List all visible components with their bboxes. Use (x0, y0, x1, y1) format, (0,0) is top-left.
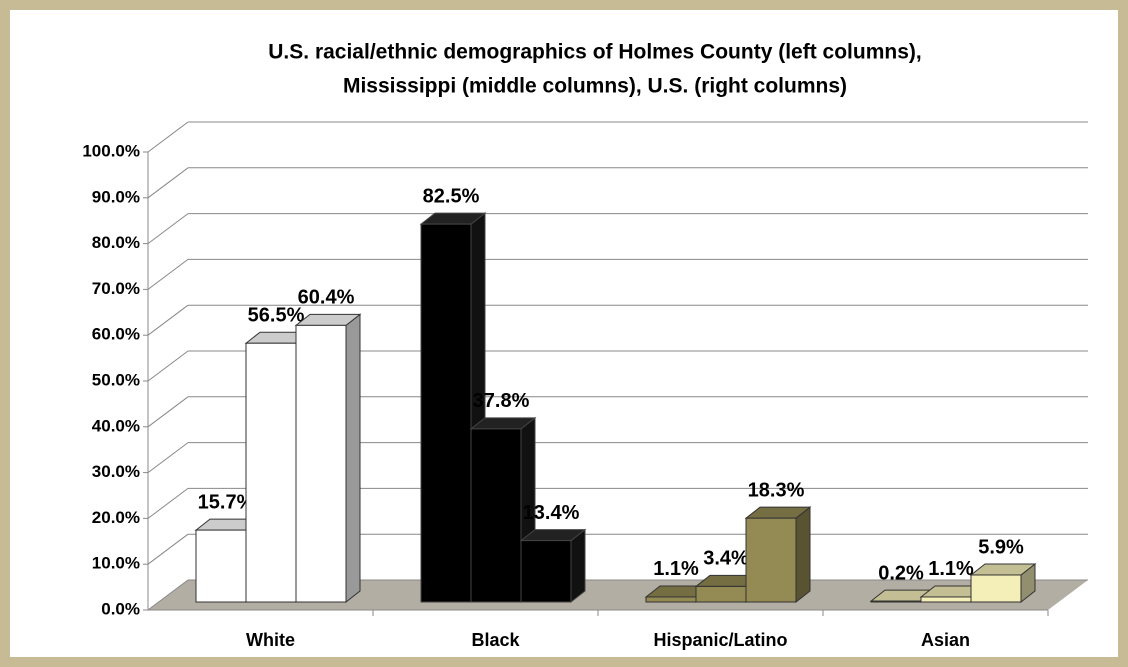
y-tick-label: 100.0% (82, 141, 140, 160)
y-tick-label: 60.0% (92, 325, 140, 344)
chart-title: U.S. racial/ethnic demographics of Holme… (268, 41, 921, 64)
y-tick-label: 10.0% (92, 554, 140, 573)
bar (420, 223, 472, 603)
value-label: 5.9% (978, 536, 1024, 558)
grid-line (147, 167, 189, 199)
bar (470, 428, 522, 603)
grid-line (147, 213, 189, 245)
bar (520, 540, 572, 603)
value-label: 3.4% (703, 548, 749, 570)
bar (970, 574, 1022, 603)
grid-line (147, 304, 189, 336)
bar (295, 324, 347, 603)
bar (245, 342, 297, 603)
y-tick-label: 50.0% (92, 370, 140, 389)
bar (195, 529, 247, 603)
bar-side (345, 313, 361, 604)
y-tick-label: 30.0% (92, 462, 140, 481)
y-tick-label: 90.0% (92, 187, 140, 206)
grid-line (147, 442, 189, 474)
grid-line (147, 350, 189, 382)
grid-line (147, 579, 189, 611)
grid-line (147, 396, 189, 428)
x-tick-label: Black (471, 630, 520, 650)
value-label: 1.1% (928, 558, 974, 580)
bar-side (795, 506, 811, 604)
y-tick-label: 40.0% (92, 416, 140, 435)
grid-line (147, 258, 189, 290)
bar (695, 585, 747, 603)
floor (148, 580, 1088, 610)
y-tick-label: 0.0% (101, 599, 140, 618)
value-label: 56.5% (248, 305, 305, 327)
chart-title: Mississippi (middle columns), U.S. (righ… (343, 75, 847, 98)
y-tick-label: 20.0% (92, 508, 140, 527)
value-label: 13.4% (523, 502, 580, 524)
bar (870, 600, 922, 603)
y-tick-label: 80.0% (92, 233, 140, 252)
value-label: 60.4% (298, 287, 355, 309)
x-tick-label: Asian (921, 630, 970, 650)
bar (745, 517, 797, 603)
value-label: 15.7% (198, 491, 255, 513)
bar (645, 596, 697, 603)
y-tick-label: 70.0% (92, 279, 140, 298)
value-label: 37.8% (473, 390, 530, 412)
grid-line (147, 533, 189, 565)
grid-line (147, 121, 189, 153)
value-label: 1.1% (653, 558, 699, 580)
grid-line (147, 487, 189, 519)
x-tick-label: White (246, 630, 295, 650)
value-label: 0.2% (878, 562, 924, 584)
bar (920, 596, 972, 603)
value-label: 18.3% (748, 479, 805, 501)
bar-side (570, 528, 586, 604)
x-tick-label: Hispanic/Latino (653, 630, 787, 650)
value-label: 82.5% (423, 185, 480, 207)
